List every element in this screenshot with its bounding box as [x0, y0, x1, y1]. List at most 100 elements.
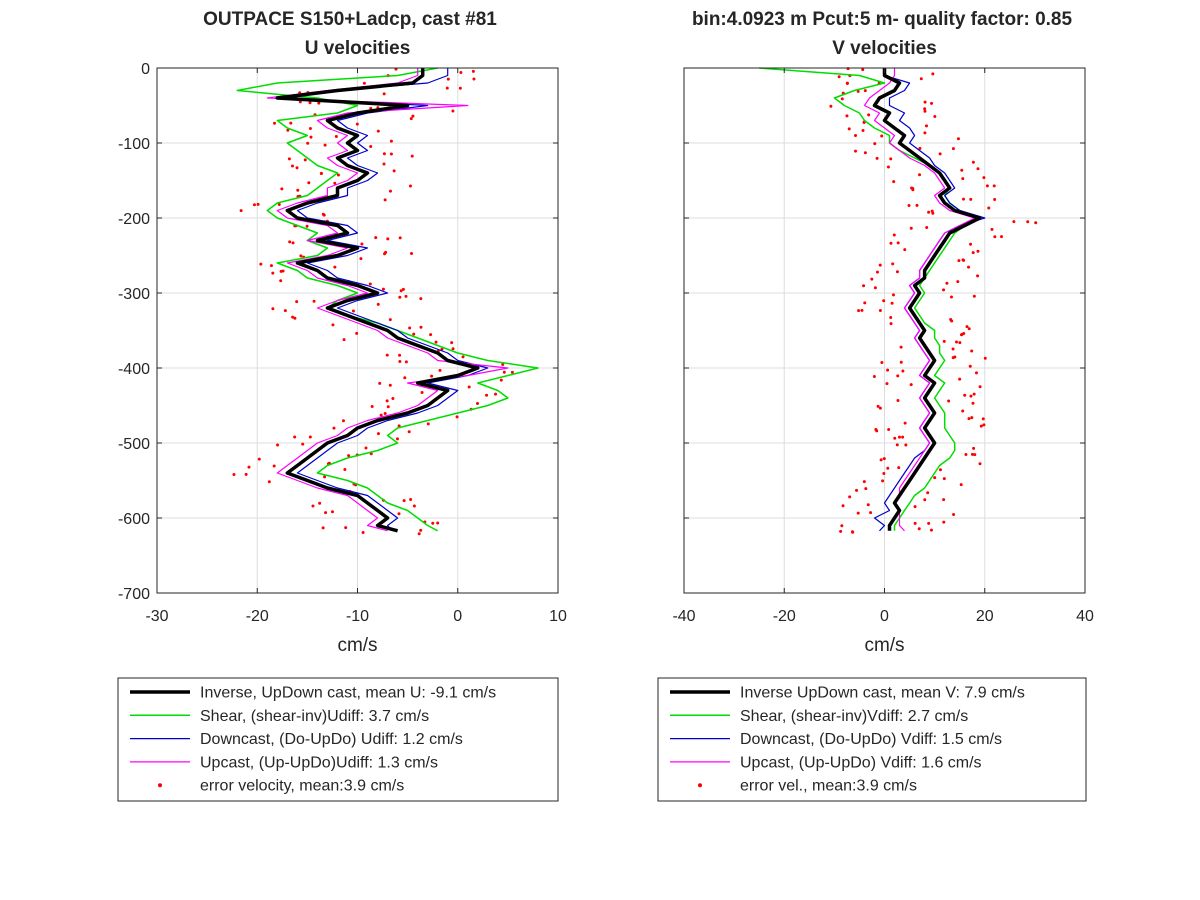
- error-point: [341, 419, 345, 423]
- x-tick-label: -10: [346, 608, 369, 625]
- error-point: [895, 270, 899, 274]
- error-point: [971, 160, 975, 164]
- x-tick-label: 20: [976, 608, 994, 625]
- error-point: [911, 188, 915, 192]
- series-line-0: [872, 68, 982, 531]
- error-point: [368, 282, 372, 286]
- error-point: [317, 101, 321, 105]
- error-point: [247, 465, 251, 469]
- error-point: [956, 280, 960, 284]
- error-point: [376, 302, 380, 306]
- error-point: [950, 319, 954, 323]
- error-point: [410, 251, 414, 255]
- error-point: [342, 338, 346, 342]
- error-point: [259, 262, 263, 266]
- y-tick-label: -200: [118, 211, 150, 228]
- error-point: [286, 128, 290, 132]
- error-point: [892, 233, 896, 237]
- error-point: [881, 479, 885, 483]
- error-point: [896, 241, 900, 245]
- error-point: [383, 411, 387, 415]
- error-point: [880, 361, 884, 365]
- legend-box: [657, 677, 1087, 802]
- error-point: [893, 436, 897, 440]
- error-point: [467, 385, 471, 389]
- error-point: [291, 241, 295, 245]
- x-tick-label: 40: [1076, 608, 1094, 625]
- error-point: [272, 464, 276, 468]
- error-point: [985, 184, 989, 188]
- error-point: [847, 127, 851, 131]
- error-point: [853, 134, 857, 138]
- error-point: [901, 435, 905, 439]
- error-point: [857, 309, 861, 313]
- error-point: [499, 378, 503, 382]
- error-point: [333, 181, 337, 185]
- error-point: [976, 274, 980, 278]
- error-point: [924, 124, 928, 128]
- error-point: [299, 254, 303, 258]
- error-point: [412, 332, 416, 336]
- error-point: [931, 72, 935, 76]
- x-axis-label: cm/s: [864, 635, 904, 656]
- error-point: [901, 369, 905, 373]
- error-point: [873, 286, 877, 290]
- error-point: [923, 100, 927, 104]
- error-point: [965, 325, 969, 329]
- error-point: [267, 480, 271, 484]
- error-point: [983, 356, 987, 360]
- error-point: [961, 409, 965, 413]
- error-point: [919, 77, 923, 81]
- error-point: [954, 340, 958, 344]
- error-point: [927, 521, 931, 525]
- error-point: [861, 128, 865, 132]
- error-point: [961, 258, 965, 262]
- error-point: [382, 162, 386, 166]
- error-point: [886, 368, 890, 372]
- error-point: [347, 454, 351, 458]
- error-point: [840, 524, 844, 528]
- error-point: [257, 457, 261, 461]
- error-point: [308, 127, 312, 131]
- error-point: [856, 89, 860, 93]
- error-point: [972, 294, 976, 298]
- error-point: [510, 370, 514, 374]
- error-point: [875, 156, 879, 160]
- error-point: [382, 152, 386, 156]
- error-point: [860, 308, 864, 312]
- error-point: [269, 264, 273, 268]
- error-point: [403, 376, 407, 380]
- error-point: [404, 294, 408, 298]
- error-point: [232, 472, 236, 476]
- error-point: [923, 109, 927, 113]
- error-point: [398, 295, 402, 299]
- error-point: [343, 468, 347, 472]
- error-point: [956, 137, 960, 141]
- error-point: [970, 349, 974, 353]
- error-point: [845, 114, 849, 118]
- y-tick-label: -300: [118, 286, 150, 303]
- error-point: [385, 399, 389, 403]
- error-point: [918, 173, 922, 177]
- error-point: [967, 265, 971, 269]
- error-point: [949, 295, 953, 299]
- error-point: [370, 405, 374, 409]
- error-point: [896, 398, 900, 402]
- error-point: [399, 289, 403, 293]
- error-point: [981, 417, 985, 421]
- error-point: [376, 129, 380, 133]
- y-tick-label: -600: [118, 511, 150, 528]
- error-point: [889, 241, 893, 245]
- error-point: [388, 189, 392, 193]
- error-point: [963, 393, 967, 397]
- error-point: [408, 184, 412, 188]
- error-point: [978, 385, 982, 389]
- error-point: [401, 287, 405, 291]
- error-point: [927, 210, 931, 214]
- error-point: [296, 188, 300, 192]
- error-point: [841, 504, 845, 508]
- error-point: [896, 374, 900, 378]
- error-point: [279, 279, 283, 283]
- error-point: [1012, 220, 1016, 224]
